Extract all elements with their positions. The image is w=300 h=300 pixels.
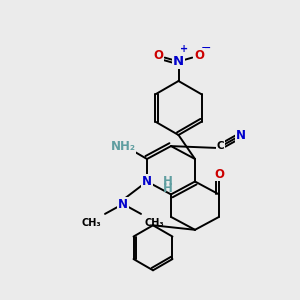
Text: O: O [214,167,224,181]
Text: +: + [179,44,188,55]
Text: N: N [236,129,246,142]
Text: NH₂: NH₂ [110,140,136,153]
Text: −: − [200,41,211,55]
Text: O: O [153,49,163,62]
Text: H: H [163,175,173,188]
Text: CH₃: CH₃ [82,218,101,228]
Text: N: N [142,175,152,188]
Text: C: C [217,141,224,151]
Text: H: H [163,182,173,196]
Text: CH₃: CH₃ [145,218,164,228]
Text: N: N [173,55,184,68]
Text: N: N [118,197,128,211]
Text: O: O [194,49,204,62]
